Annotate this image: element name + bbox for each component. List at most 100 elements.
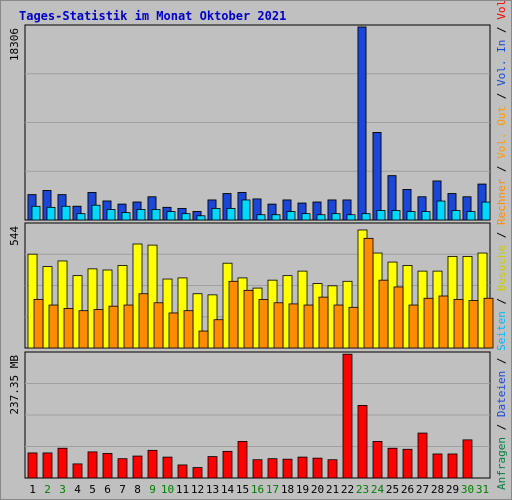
bar-seiten-day-9 (151, 209, 161, 221)
x-tick-label: 25 (386, 483, 399, 496)
bar-volumen-day-29 (447, 453, 458, 479)
legend-entry: Anfragen (495, 437, 508, 490)
bar-volumen-day-23 (357, 404, 368, 479)
bar-rechner-day-30 (468, 300, 479, 349)
bar-rechner-day-25 (393, 286, 404, 349)
bar-volumen-day-2 (42, 452, 53, 479)
x-tick-label: 5 (89, 483, 96, 496)
bar-seiten-day-25 (391, 210, 401, 221)
bar-seiten-day-28 (436, 200, 446, 221)
bar-volumen-day-4 (72, 463, 83, 479)
bar-rechner-day-1 (33, 298, 44, 349)
bar-dateien-day-23 (357, 26, 367, 221)
panel-1-axis-max-label: 18306 (8, 28, 21, 61)
bar-rechner-day-18 (288, 303, 299, 349)
bar-volumen-day-13 (207, 456, 218, 479)
legend-entry: Vol. Out (495, 106, 508, 159)
x-tick-label: 3 (59, 483, 66, 496)
bar-seiten-day-30 (466, 211, 476, 221)
x-tick-label: 29 (446, 483, 459, 496)
legend-entry: Seiten (495, 311, 508, 351)
x-tick-label: 23 (356, 483, 369, 496)
x-tick-label: 4 (74, 483, 81, 496)
bar-seiten-day-21 (331, 213, 341, 221)
legend-entry: Dateien (495, 371, 508, 417)
bar-rechner-day-24 (378, 279, 389, 349)
bar-dateien-day-24 (372, 132, 382, 221)
x-tick-label: 15 (236, 483, 249, 496)
bar-seiten-day-8 (136, 209, 146, 221)
bar-rechner-day-17 (273, 302, 284, 349)
bar-seiten-day-10 (166, 211, 176, 221)
bar-rechner-day-9 (153, 302, 164, 349)
x-tick-label: 27 (416, 483, 429, 496)
x-tick-label: 24 (371, 483, 385, 496)
bar-rechner-day-3 (63, 308, 74, 349)
legend-entry: Besuche (495, 245, 508, 291)
bar-seiten-day-29 (451, 210, 461, 221)
bar-rechner-day-19 (303, 304, 314, 349)
x-tick-label: 1 (29, 483, 36, 496)
x-tick-label: 7 (119, 483, 126, 496)
bar-seiten-day-18 (286, 211, 296, 221)
bar-volumen-day-28 (432, 453, 443, 479)
bar-volumen-day-30 (462, 439, 473, 479)
legend-entry: Rechner (495, 178, 508, 225)
bar-seiten-day-22 (346, 214, 356, 221)
bar-rechner-day-20 (318, 296, 329, 349)
x-tick-label: 14 (221, 483, 235, 496)
bar-volumen-day-12 (192, 467, 203, 479)
legend-entry: / (495, 86, 508, 106)
bar-rechner-day-8 (138, 293, 149, 349)
bar-volumen-day-21 (327, 459, 338, 479)
bar-seiten-day-20 (316, 214, 326, 221)
legend-entry: / (495, 417, 508, 437)
bar-volumen-day-9 (147, 449, 158, 479)
x-tick-label: 20 (311, 483, 324, 496)
bar-volumen-day-5 (87, 451, 98, 479)
bar-rechner-day-16 (258, 298, 269, 349)
bar-seiten-day-23 (361, 213, 371, 221)
bar-volumen-day-20 (312, 457, 323, 479)
bar-seiten-day-5 (91, 204, 101, 221)
bar-volumen-day-25 (387, 447, 398, 479)
x-tick-label: 22 (341, 483, 354, 496)
bar-seiten-day-4 (76, 213, 86, 221)
bar-volumen-day-16 (252, 459, 263, 479)
legend-entry: / (495, 159, 508, 179)
bar-rechner-day-6 (108, 305, 119, 349)
bar-rechner-day-13 (213, 319, 224, 349)
bar-rechner-day-21 (333, 304, 344, 349)
bar-rechner-day-15 (243, 289, 254, 349)
bar-rechner-day-28 (438, 295, 449, 349)
x-tick-label: 28 (431, 483, 444, 496)
legend-entry: / (495, 291, 508, 311)
x-tick-label: 13 (206, 483, 219, 496)
bar-volumen-day-8 (132, 455, 143, 479)
bar-seiten-day-24 (376, 210, 386, 221)
x-tick-label: 11 (176, 483, 189, 496)
bar-seiten-day-1 (31, 205, 41, 221)
bar-rechner-day-14 (228, 280, 239, 349)
bar-seiten-day-7 (121, 212, 131, 221)
bar-volumen-day-10 (162, 456, 173, 479)
bar-volumen-day-6 (102, 453, 113, 479)
x-tick-label: 26 (401, 483, 414, 496)
legend-entry: / (495, 20, 508, 40)
bar-seiten-day-6 (106, 209, 116, 221)
bar-rechner-day-11 (183, 310, 194, 349)
bar-rechner-day-4 (78, 310, 89, 349)
bar-rechner-day-10 (168, 312, 179, 349)
bar-besuche-day-3 (57, 260, 68, 349)
bar-rechner-day-12 (198, 330, 209, 349)
bar-rechner-day-2 (48, 304, 59, 349)
bar-rechner-day-29 (453, 298, 464, 349)
bar-seiten-day-11 (181, 213, 191, 221)
bar-seiten-day-13 (211, 208, 221, 221)
bar-rechner-day-5 (93, 309, 104, 349)
bar-rechner-day-7 (123, 304, 134, 349)
right-legend: Anfragen / Dateien / Seiten / Besuche / … (495, 0, 508, 490)
bar-volumen-day-3 (57, 447, 68, 479)
bar-seiten-day-19 (301, 213, 311, 221)
